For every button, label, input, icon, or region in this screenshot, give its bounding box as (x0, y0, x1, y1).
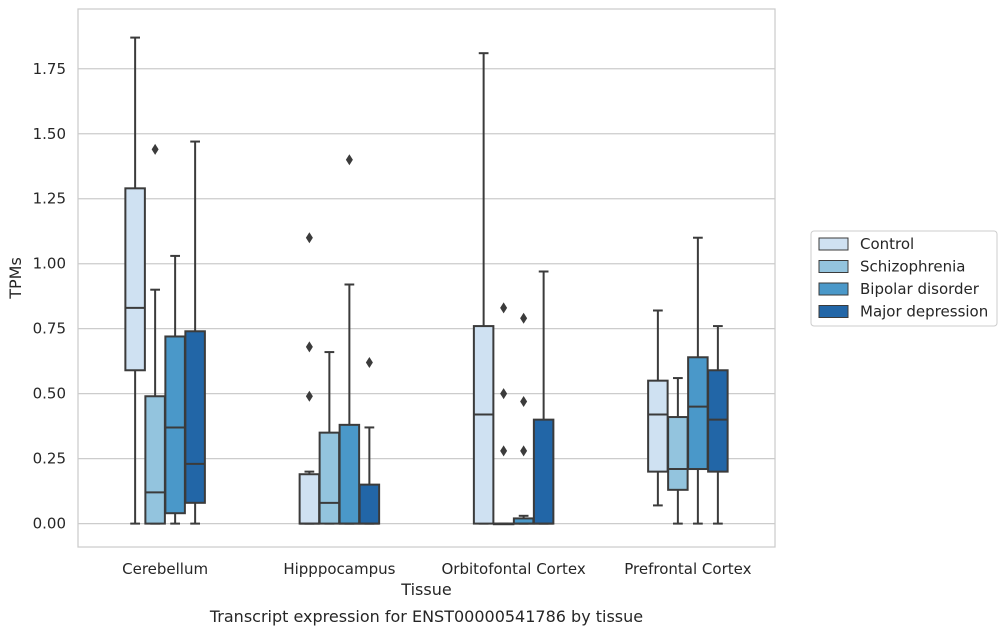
y-axis-label: TPMs (6, 257, 25, 300)
legend-swatch (818, 282, 849, 296)
x-tick-labels: Cerebellum Hipppocampus Orbitofontal Corte… (122, 560, 751, 578)
legend-label: Control (860, 235, 914, 253)
outlier-point (151, 143, 159, 155)
plot-frame (77, 8, 776, 548)
legend-label: Schizophrenia (860, 258, 965, 276)
box-major-depression (184, 330, 206, 504)
x-tick-label: Hipppocampus (283, 560, 395, 578)
box-schizophrenia (144, 395, 166, 525)
y-tick-label: 0.50 (33, 385, 66, 403)
box-control (647, 379, 669, 473)
y-tick-label: 1.00 (33, 255, 66, 273)
outlier-point (345, 154, 353, 166)
outlier-point (500, 445, 508, 457)
legend-frame (810, 230, 998, 327)
outlier-point (365, 356, 373, 368)
chart-caption: Transcript expression for ENST0000054178… (209, 607, 643, 626)
outlier-point (305, 232, 313, 244)
legend-label: Bipolar disorder (860, 280, 980, 298)
box-bipolar-disorder (687, 356, 709, 471)
legend-swatch (818, 260, 849, 273)
x-tick-label: Orbitofontal Cortex (442, 560, 586, 578)
legend-swatch (818, 237, 849, 251)
box-schizophrenia (318, 431, 341, 525)
y-tick-label: 1.75 (33, 60, 66, 78)
y-tick-labels: 0.00 0.25 0.50 0.75 1.00 1.25 1.50 1.75 (33, 60, 66, 533)
legend-swatch (818, 305, 849, 318)
legend-label: Major depression (860, 303, 988, 321)
box-major-depression (532, 418, 555, 525)
box-major-depression (358, 483, 381, 525)
outlier-point (305, 390, 313, 402)
box-control (472, 325, 495, 525)
box-bipolar-disorder (164, 335, 186, 515)
box-control (298, 473, 321, 525)
y-tick-label: 1.25 (33, 190, 66, 208)
y-tick-label: 0.00 (33, 515, 66, 533)
x-tick-label: Prefrontal Cortex (624, 560, 751, 578)
outlier-point (500, 302, 508, 314)
box-control (124, 187, 146, 372)
y-tick-label: 0.75 (33, 320, 66, 338)
legend: Control Schizophrenia Bipolar disorder Majo… (810, 230, 998, 327)
boxes-layer (124, 36, 729, 526)
x-axis-label: Tissue (400, 580, 451, 599)
outlier-point (520, 395, 528, 407)
box-schizophrenia (667, 416, 689, 491)
outlier-point (520, 445, 528, 457)
box-bipolar-disorder (338, 423, 361, 525)
box-major-depression (707, 369, 729, 473)
x-tick-label: Cerebellum (122, 560, 208, 578)
y-tick-label: 0.25 (33, 450, 66, 468)
y-tick-label: 1.50 (33, 125, 66, 143)
outlier-point (305, 341, 313, 353)
outlier-point (500, 388, 508, 400)
outlier-point (520, 312, 528, 324)
